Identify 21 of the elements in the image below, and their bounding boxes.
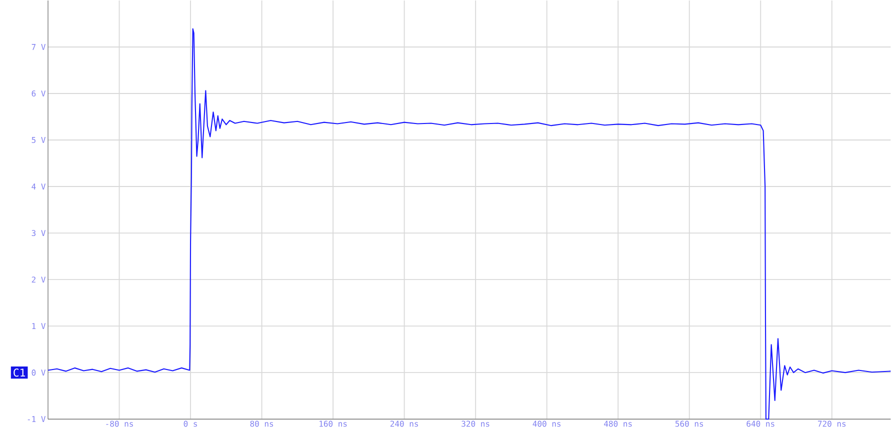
y-tick-label: 4 V	[32, 183, 46, 190]
x-tick-label: 240 ns	[390, 420, 418, 427]
x-tick-label: 720 ns	[818, 420, 846, 427]
y-tick-label: 2 V	[32, 276, 46, 282]
y-tick-label: 0 V	[32, 369, 46, 376]
x-tick-label: 640 ns	[746, 420, 774, 427]
y-tick-label: 3 V	[32, 230, 46, 236]
x-tick-label: 160 ns	[320, 420, 347, 427]
x-tick-label: 80 ns	[250, 420, 274, 427]
x-tick-label: 0 s	[184, 420, 197, 427]
x-tick-label: 400 ns	[532, 420, 560, 427]
y-tick-label: 7 V	[32, 44, 46, 50]
y-tick-label: 6 V	[32, 90, 46, 96]
y-tick-label: 1 V	[32, 322, 46, 329]
x-tick-label: 560 ns	[675, 420, 704, 427]
x-tick-label: 320 ns	[462, 420, 490, 427]
x-tick-label: -80 ns	[106, 420, 133, 427]
annotation: C1	[14, 368, 26, 376]
x-tick-label: 480 ns	[604, 420, 632, 427]
y-tick-label: -1 V	[28, 416, 46, 422]
y-tick-label: 5 V	[32, 136, 46, 143]
